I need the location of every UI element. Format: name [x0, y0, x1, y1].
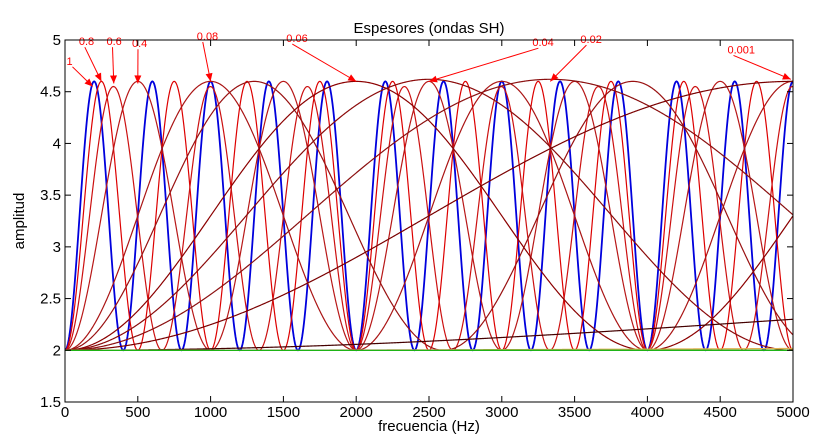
annotations: 10.8 0.6 0.40.08 0.06 0.04 0.020.001: [66, 31, 792, 87]
x-tick-label: 5000: [776, 404, 809, 421]
y-tick-label: 1.5: [40, 394, 61, 411]
y-tick-label: 2.5: [40, 291, 61, 308]
x-tick-label: 4000: [631, 404, 664, 421]
y-axis-label: amplitud: [11, 193, 28, 250]
annotation-label: 0.04: [532, 37, 553, 49]
annotation-arrow: [549, 44, 587, 82]
series-line: [64, 80, 794, 351]
annotation-label: 0.6: [106, 36, 121, 48]
annotation-label: 0.001: [727, 44, 755, 56]
y-tick-label: 4: [53, 135, 61, 152]
annotation-arrowhead: [347, 74, 357, 82]
series-line: [64, 78, 794, 351]
x-tick-label: 1000: [194, 404, 227, 421]
annotation-arrow: [428, 47, 539, 82]
annotation-label: 0.06: [286, 33, 307, 45]
y-tick-label: 2: [53, 342, 61, 359]
x-tick-label: 4500: [704, 404, 737, 421]
y-tick-label: 5: [53, 32, 61, 49]
annotation-label: 0.08: [197, 31, 218, 43]
annotation-arrowhead: [134, 75, 142, 84]
x-tick-label: 0: [61, 404, 69, 421]
annotation-arrowhead: [205, 72, 213, 82]
x-tick-label: 3500: [558, 404, 591, 421]
series-line: [65, 80, 793, 351]
annotation-arrowhead: [109, 75, 117, 84]
series-line: [64, 85, 794, 351]
x-tick-label: 2500: [412, 404, 445, 421]
chart-title: Espesores (ondas SH): [354, 20, 505, 37]
x-tick-label: 2000: [340, 404, 373, 421]
annotation-label: 0.8: [79, 36, 94, 48]
y-tick-label: 3: [53, 239, 61, 256]
annotation-arrowhead: [782, 72, 791, 80]
x-tick-label: 500: [125, 404, 150, 421]
annotation-arrowhead: [84, 78, 93, 87]
annotation-arrowhead: [550, 73, 559, 82]
x-tick-label: 1500: [267, 404, 300, 421]
y-tick-label: 3.5: [40, 187, 61, 204]
annotation-arrow: [292, 43, 357, 82]
axis-ticks: 0 500 1000 1500 2000 2500 3000 3500 4000 4500 5000…: [40, 32, 810, 421]
series-line: [65, 318, 794, 351]
annotation-arrowhead: [429, 75, 438, 83]
annotation-label: 0.4: [132, 38, 147, 50]
x-tick-label: 3000: [485, 404, 518, 421]
series-line: [64, 80, 794, 351]
series-curves: [64, 78, 794, 352]
y-tick-label: 4.5: [40, 84, 61, 101]
x-axis-label: frecuencia (Hz): [378, 418, 480, 435]
annotation-arrow: [733, 54, 792, 80]
annotation-label: 1: [66, 56, 72, 68]
series-line: [64, 78, 794, 351]
annotation-arrowhead: [94, 72, 102, 82]
